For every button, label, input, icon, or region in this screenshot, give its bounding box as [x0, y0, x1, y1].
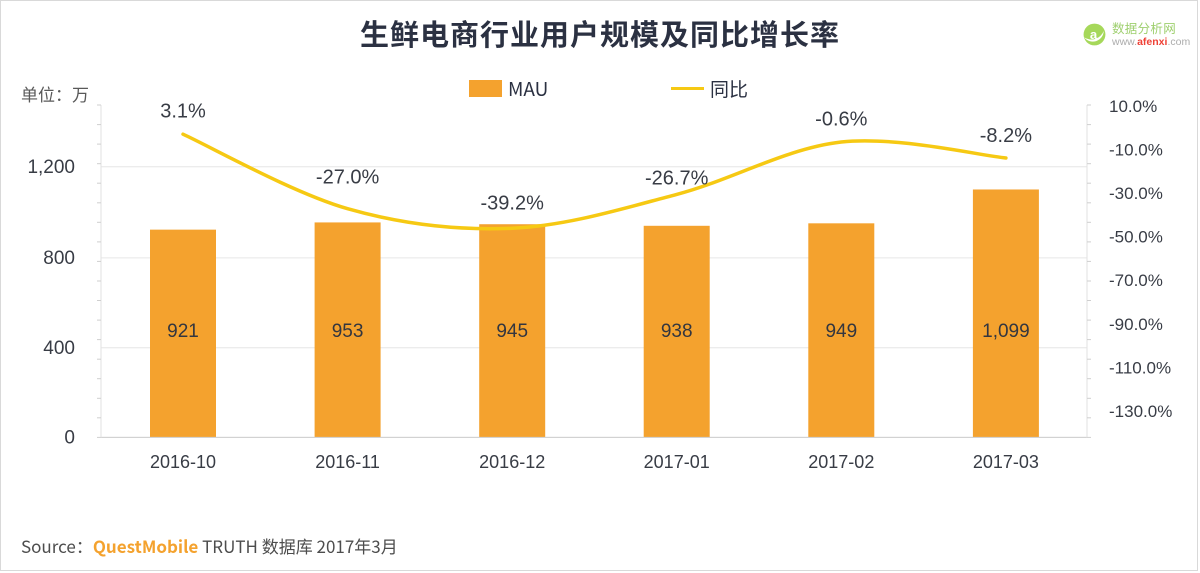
- svg-text:2017-01: 2017-01: [644, 452, 710, 472]
- svg-text:1,200: 1,200: [27, 157, 75, 178]
- svg-text:2017-02: 2017-02: [808, 452, 874, 472]
- svg-text:-8.2%: -8.2%: [980, 125, 1032, 147]
- svg-text:2016-12: 2016-12: [479, 452, 545, 472]
- svg-text:-30.0%: -30.0%: [1109, 184, 1163, 203]
- svg-text:400: 400: [43, 338, 75, 359]
- svg-text:953: 953: [332, 321, 364, 342]
- svg-text:2017-03: 2017-03: [973, 452, 1039, 472]
- svg-text:1,099: 1,099: [982, 321, 1030, 342]
- svg-text:-110.0%: -110.0%: [1109, 359, 1171, 378]
- svg-text:949: 949: [825, 321, 857, 342]
- svg-text:10.0%: 10.0%: [1109, 97, 1157, 116]
- svg-text:3.1%: 3.1%: [160, 101, 206, 123]
- svg-text:-27.0%: -27.0%: [316, 167, 380, 189]
- svg-text:-10.0%: -10.0%: [1109, 141, 1163, 160]
- svg-text:-70.0%: -70.0%: [1109, 271, 1163, 290]
- svg-text:2016-10: 2016-10: [150, 452, 216, 472]
- svg-text:0: 0: [64, 428, 75, 449]
- svg-text:938: 938: [661, 321, 693, 342]
- svg-text:921: 921: [167, 321, 199, 342]
- svg-text:-26.7%: -26.7%: [645, 168, 709, 190]
- svg-text:945: 945: [496, 321, 528, 342]
- svg-text:-90.0%: -90.0%: [1109, 315, 1163, 334]
- svg-text:-39.2%: -39.2%: [481, 193, 545, 215]
- svg-text:-130.0%: -130.0%: [1109, 402, 1172, 421]
- svg-text:800: 800: [43, 248, 75, 269]
- svg-text:2016-11: 2016-11: [315, 452, 380, 472]
- svg-text:-0.6%: -0.6%: [815, 109, 867, 131]
- svg-text:-50.0%: -50.0%: [1109, 228, 1163, 247]
